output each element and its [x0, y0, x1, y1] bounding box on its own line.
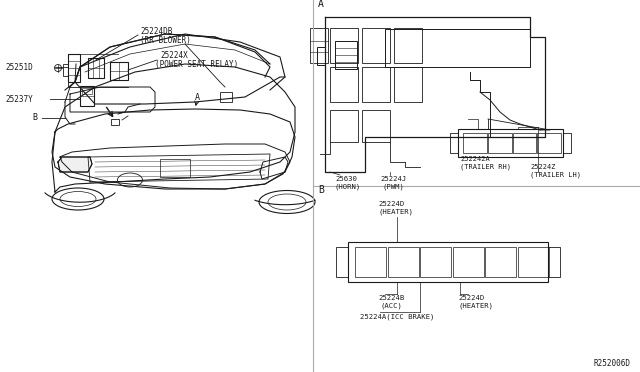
Bar — [394, 67, 422, 102]
Bar — [387, 247, 419, 277]
Text: (HEATER): (HEATER) — [458, 303, 493, 309]
Text: 25630: 25630 — [335, 176, 357, 182]
Bar — [348, 242, 548, 282]
Text: A: A — [318, 0, 324, 9]
Text: 25224A(ICC BRAKE): 25224A(ICC BRAKE) — [360, 314, 435, 320]
Text: R252006D: R252006D — [593, 359, 630, 369]
Text: (RR BLOWER): (RR BLOWER) — [140, 35, 191, 45]
Text: (PWM): (PWM) — [383, 184, 405, 190]
Bar — [330, 67, 358, 102]
Text: (POWER SEAT RELAY): (POWER SEAT RELAY) — [155, 60, 238, 68]
Bar — [355, 247, 386, 277]
Text: (HORN): (HORN) — [335, 184, 361, 190]
Bar — [385, 29, 530, 67]
Bar — [330, 28, 358, 63]
Bar — [548, 247, 560, 277]
Bar — [513, 133, 536, 153]
Bar — [88, 58, 104, 78]
Text: 25224B: 25224B — [378, 295, 404, 301]
Bar — [362, 110, 390, 142]
Bar — [110, 62, 128, 80]
Bar — [450, 133, 458, 153]
Bar — [488, 133, 511, 153]
Text: A: A — [195, 93, 200, 102]
Text: (TRAILER LH): (TRAILER LH) — [530, 172, 581, 178]
Text: (ACC): (ACC) — [381, 303, 403, 309]
Bar — [68, 54, 80, 82]
Bar — [518, 247, 548, 277]
Bar — [452, 247, 483, 277]
Bar — [362, 67, 390, 102]
Bar — [63, 64, 68, 76]
Bar — [330, 110, 358, 142]
Bar — [160, 159, 190, 177]
Bar — [111, 119, 119, 125]
Bar — [394, 28, 422, 63]
Text: 25224DB: 25224DB — [140, 28, 172, 36]
Bar — [80, 86, 94, 106]
Text: 25237Y: 25237Y — [5, 96, 33, 105]
Bar — [317, 47, 325, 65]
Text: 25224J: 25224J — [380, 176, 406, 182]
Text: 25224D: 25224D — [458, 295, 484, 301]
Bar — [563, 133, 571, 153]
Text: 25224D: 25224D — [378, 201, 404, 207]
Bar — [420, 247, 451, 277]
Bar — [458, 129, 563, 157]
Polygon shape — [58, 157, 92, 172]
Text: (HEATER): (HEATER) — [378, 209, 413, 215]
Bar — [362, 28, 390, 63]
Text: 25224X: 25224X — [160, 51, 188, 61]
Bar — [310, 28, 328, 63]
Bar — [220, 92, 232, 102]
Bar — [335, 41, 357, 69]
Text: 25251D: 25251D — [5, 62, 33, 71]
Text: (TRAILER RH): (TRAILER RH) — [460, 164, 511, 170]
Text: B: B — [318, 185, 324, 195]
Bar — [537, 133, 561, 153]
Text: B: B — [32, 112, 37, 122]
Bar — [463, 133, 487, 153]
Bar — [336, 247, 348, 277]
Bar — [485, 247, 516, 277]
Bar — [82, 88, 92, 94]
Text: 25224Z: 25224Z — [530, 164, 556, 170]
Text: 252242A: 252242A — [460, 156, 490, 162]
